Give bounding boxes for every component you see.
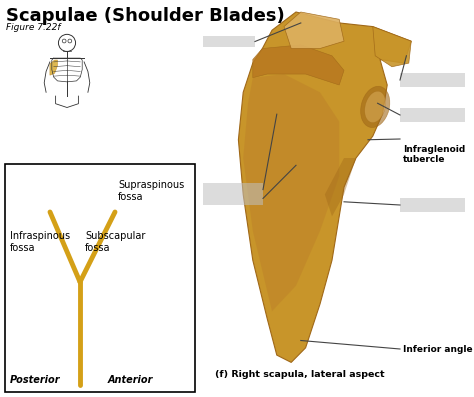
Text: Posterior: Posterior: [10, 375, 60, 385]
Polygon shape: [325, 158, 356, 216]
Polygon shape: [253, 45, 344, 85]
Polygon shape: [284, 12, 344, 48]
Text: Anterior: Anterior: [107, 375, 153, 385]
Polygon shape: [50, 60, 57, 75]
Text: Infraspinous
fossa: Infraspinous fossa: [10, 231, 70, 253]
Bar: [400, 73, 465, 87]
Polygon shape: [238, 12, 411, 362]
Polygon shape: [243, 74, 339, 311]
Text: Subscapular
fossa: Subscapular fossa: [85, 231, 146, 253]
Text: (f) Right scapula, lateral aspect: (f) Right scapula, lateral aspect: [215, 370, 384, 379]
Bar: [203, 183, 263, 205]
Text: Inferior angle: Inferior angle: [403, 345, 473, 353]
Polygon shape: [373, 27, 411, 67]
Text: Figure 7.22f: Figure 7.22f: [6, 23, 61, 32]
Bar: [400, 198, 465, 212]
Text: Infraglenoid
tubercle: Infraglenoid tubercle: [403, 145, 465, 164]
Bar: [203, 36, 255, 47]
Ellipse shape: [361, 86, 390, 127]
Text: Scapulae (Shoulder Blades): Scapulae (Shoulder Blades): [6, 7, 285, 25]
Ellipse shape: [365, 91, 386, 123]
Bar: [400, 108, 465, 122]
Bar: [5, 164, 195, 392]
Text: Supraspinous
fossa: Supraspinous fossa: [118, 180, 184, 202]
